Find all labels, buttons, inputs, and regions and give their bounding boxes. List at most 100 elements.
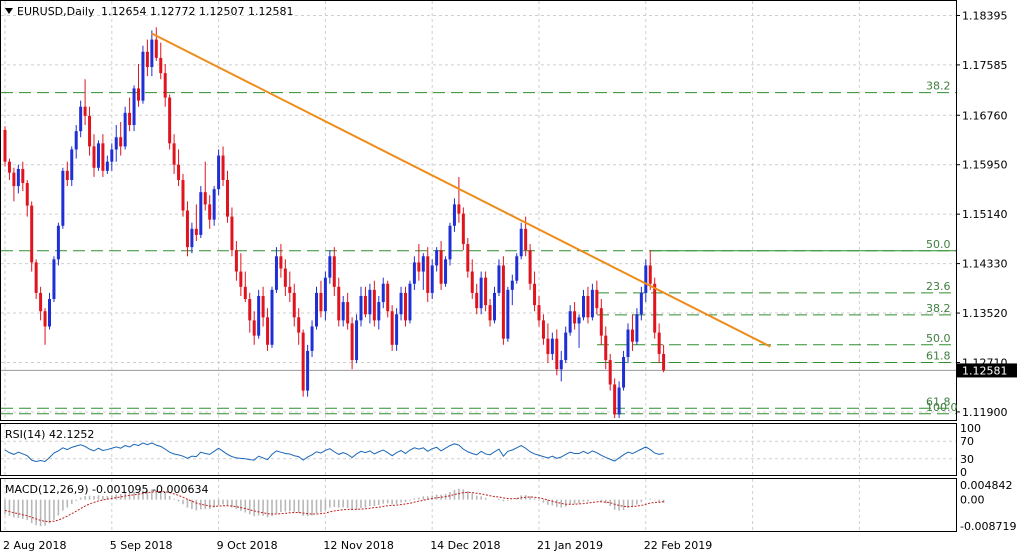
candle-body: [435, 250, 439, 266]
candle-body: [488, 305, 492, 321]
candle-body: [252, 320, 256, 336]
candle-body: [74, 131, 78, 150]
rsi-line: [4, 442, 664, 462]
candle-body: [341, 302, 345, 321]
current-price-text: 1.12581: [962, 364, 1008, 377]
candle-body: [635, 314, 639, 342]
macd-signal-line: [4, 490, 664, 523]
candle-body: [110, 149, 114, 162]
candle-body: [519, 228, 523, 257]
price-y-tick-label: 1.13520: [962, 307, 1008, 320]
x-tick-label: 5 Sep 2018: [110, 539, 173, 552]
candle-body: [185, 210, 189, 248]
candle-body: [564, 332, 568, 361]
candle-body: [3, 129, 7, 162]
price-y-tick-label: 1.11900: [962, 406, 1008, 419]
candle-body: [595, 289, 599, 309]
price-y-tick-label: 1.14330: [962, 258, 1008, 271]
candle-body: [613, 384, 617, 415]
candle-body: [368, 289, 372, 315]
candle-body: [168, 97, 172, 144]
candle-body: [524, 228, 528, 251]
dropdown-triangle-icon[interactable]: [5, 8, 13, 14]
candle-body: [257, 295, 261, 336]
candle-body: [501, 265, 505, 339]
candle-body: [70, 149, 74, 180]
x-axis-labels: 2 Aug 2018 5 Sep 2018 9 Oct 2018 12 Nov 201…: [3, 539, 712, 552]
candle-body: [377, 302, 381, 321]
candle-body: [230, 216, 234, 251]
fib-level-label: 38.2: [926, 302, 951, 315]
candle-body: [177, 164, 181, 180]
candle-body: [248, 299, 252, 321]
candle-body: [355, 320, 359, 361]
macd-panel-frame: [0, 478, 957, 532]
candle-body: [150, 39, 154, 68]
candle-body: [555, 338, 559, 370]
candle-body: [626, 329, 630, 358]
candle-body: [328, 256, 332, 278]
candle-body: [395, 314, 399, 345]
candle-body: [315, 292, 318, 327]
candle-body: [604, 335, 608, 361]
candle-body: [568, 311, 572, 333]
fib-level-label: 100.0: [926, 401, 958, 414]
candle-body: [137, 88, 140, 101]
rsi-panel-frame: [0, 423, 957, 476]
candle-body: [79, 106, 83, 132]
candle-body: [301, 332, 305, 391]
y-axis-labels: 1.18395 1.17585 1.16760 1.15950 1.15140 1.143…: [956, 9, 1016, 533]
candle-body: [39, 292, 43, 312]
candle-body: [541, 320, 545, 339]
fib-level-label: 50.0: [926, 332, 951, 345]
candle-body: [350, 323, 354, 361]
candle-body: [203, 192, 207, 205]
candle-body: [172, 143, 176, 165]
candle-body: [243, 286, 247, 300]
candle-body: [550, 338, 554, 354]
candlesticks: [3, 27, 666, 419]
candle-body: [159, 57, 163, 74]
candle-body: [319, 292, 323, 312]
candle-body: [199, 192, 203, 235]
price-y-tick-label: 1.17585: [962, 59, 1008, 72]
macd-title: MACD(12,26,9) -0.001095 -0.000634: [5, 483, 208, 496]
price-y-tick-label: 1.16760: [962, 109, 1008, 122]
candle-body: [657, 332, 661, 354]
candle-body: [363, 295, 367, 315]
candle-body: [466, 244, 470, 272]
candle-body: [510, 280, 514, 290]
candle-body: [421, 256, 425, 272]
candle-body: [48, 299, 51, 327]
candle-body: [323, 277, 327, 312]
candle-body: [56, 225, 60, 260]
candle-body: [470, 271, 474, 293]
symbol-label: EURUSD,Daily: [17, 5, 95, 18]
candle-body: [381, 283, 385, 303]
candle-body: [608, 360, 612, 385]
rsi-y-tick-label: 30: [960, 453, 974, 466]
candle-body: [34, 262, 38, 293]
candle-body: [212, 189, 216, 220]
price-y-tick-label: 1.18395: [962, 9, 1008, 22]
candle-body: [639, 292, 643, 315]
price-y-tick-label: 1.15140: [962, 208, 1008, 221]
fib-level-label: 50.0: [926, 238, 951, 251]
candle-body: [386, 283, 390, 312]
candle-body: [123, 112, 127, 147]
candle-body: [662, 353, 666, 371]
fib-level-label: 38.2: [926, 80, 951, 93]
candle-body: [12, 172, 16, 187]
candle-body: [145, 51, 149, 68]
x-tick-label: 9 Oct 2018: [217, 539, 278, 552]
fib-level-label: 61.8: [926, 350, 951, 363]
candle-body: [270, 289, 274, 345]
price-panel-frame: [0, 0, 957, 421]
candle-body: [279, 256, 283, 269]
candle-body: [653, 283, 657, 333]
candle-body: [194, 228, 198, 235]
grid: [1, 1, 956, 531]
macd-y-tick-label: 0.004842: [960, 479, 1013, 492]
candle-body: [288, 286, 292, 293]
candle-body: [390, 311, 394, 345]
